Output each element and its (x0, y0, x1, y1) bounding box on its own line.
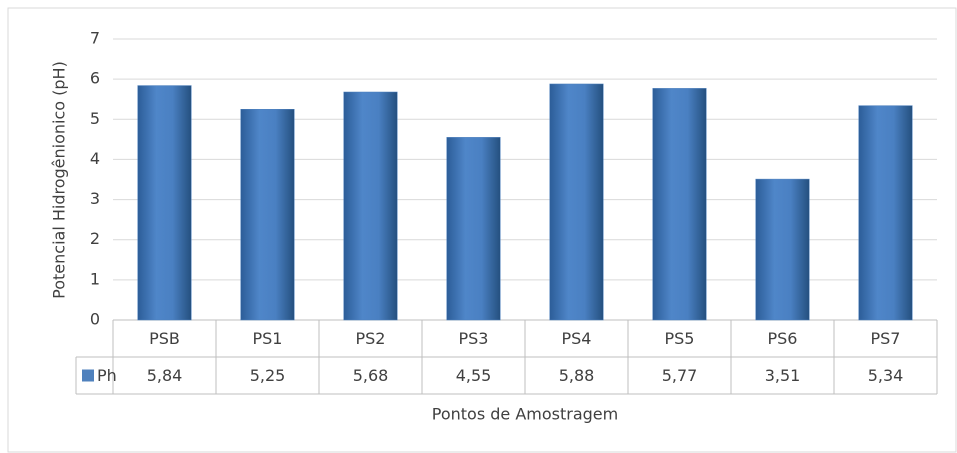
x-tick-label: PS3 (459, 329, 489, 348)
x-tick-label: PS4 (562, 329, 592, 348)
data-label: 5,84 (147, 366, 183, 385)
x-tick-label: PS6 (768, 329, 798, 348)
y-tick-label: 1 (90, 269, 100, 288)
bar (343, 91, 398, 321)
data-label: 5,88 (559, 366, 595, 385)
bar (755, 178, 810, 321)
bar (549, 83, 604, 321)
data-label: 3,51 (765, 366, 801, 385)
y-tick-label: 4 (90, 149, 100, 168)
y-tick-label: 0 (90, 310, 100, 329)
data-label: 5,25 (250, 366, 286, 385)
data-label: 5,68 (353, 366, 389, 385)
data-label: 5,77 (662, 366, 698, 385)
bar (652, 88, 707, 321)
x-tick-label: PS7 (871, 329, 901, 348)
bar (137, 85, 192, 321)
x-axis-title: Pontos de Amostragem (432, 405, 618, 424)
x-tick-label: PS1 (253, 329, 283, 348)
y-tick-label: 7 (90, 29, 100, 48)
y-tick-label: 5 (90, 109, 100, 128)
bar (858, 105, 913, 321)
y-tick-label: 3 (90, 189, 100, 208)
bar (240, 109, 295, 321)
x-tick-label: PS5 (665, 329, 695, 348)
bar (446, 137, 501, 321)
data-label: 4,55 (456, 366, 492, 385)
legend-label: Ph (97, 366, 117, 385)
y-tick-label: 2 (90, 229, 100, 248)
x-tick-label: PS2 (356, 329, 386, 348)
y-tick-label: 6 (90, 69, 100, 88)
legend-key (82, 369, 94, 382)
data-label: 5,34 (868, 366, 904, 385)
x-tick-label: PSB (149, 329, 180, 348)
y-axis-title: Potencial Hidrogênionico (pH) (50, 61, 69, 299)
